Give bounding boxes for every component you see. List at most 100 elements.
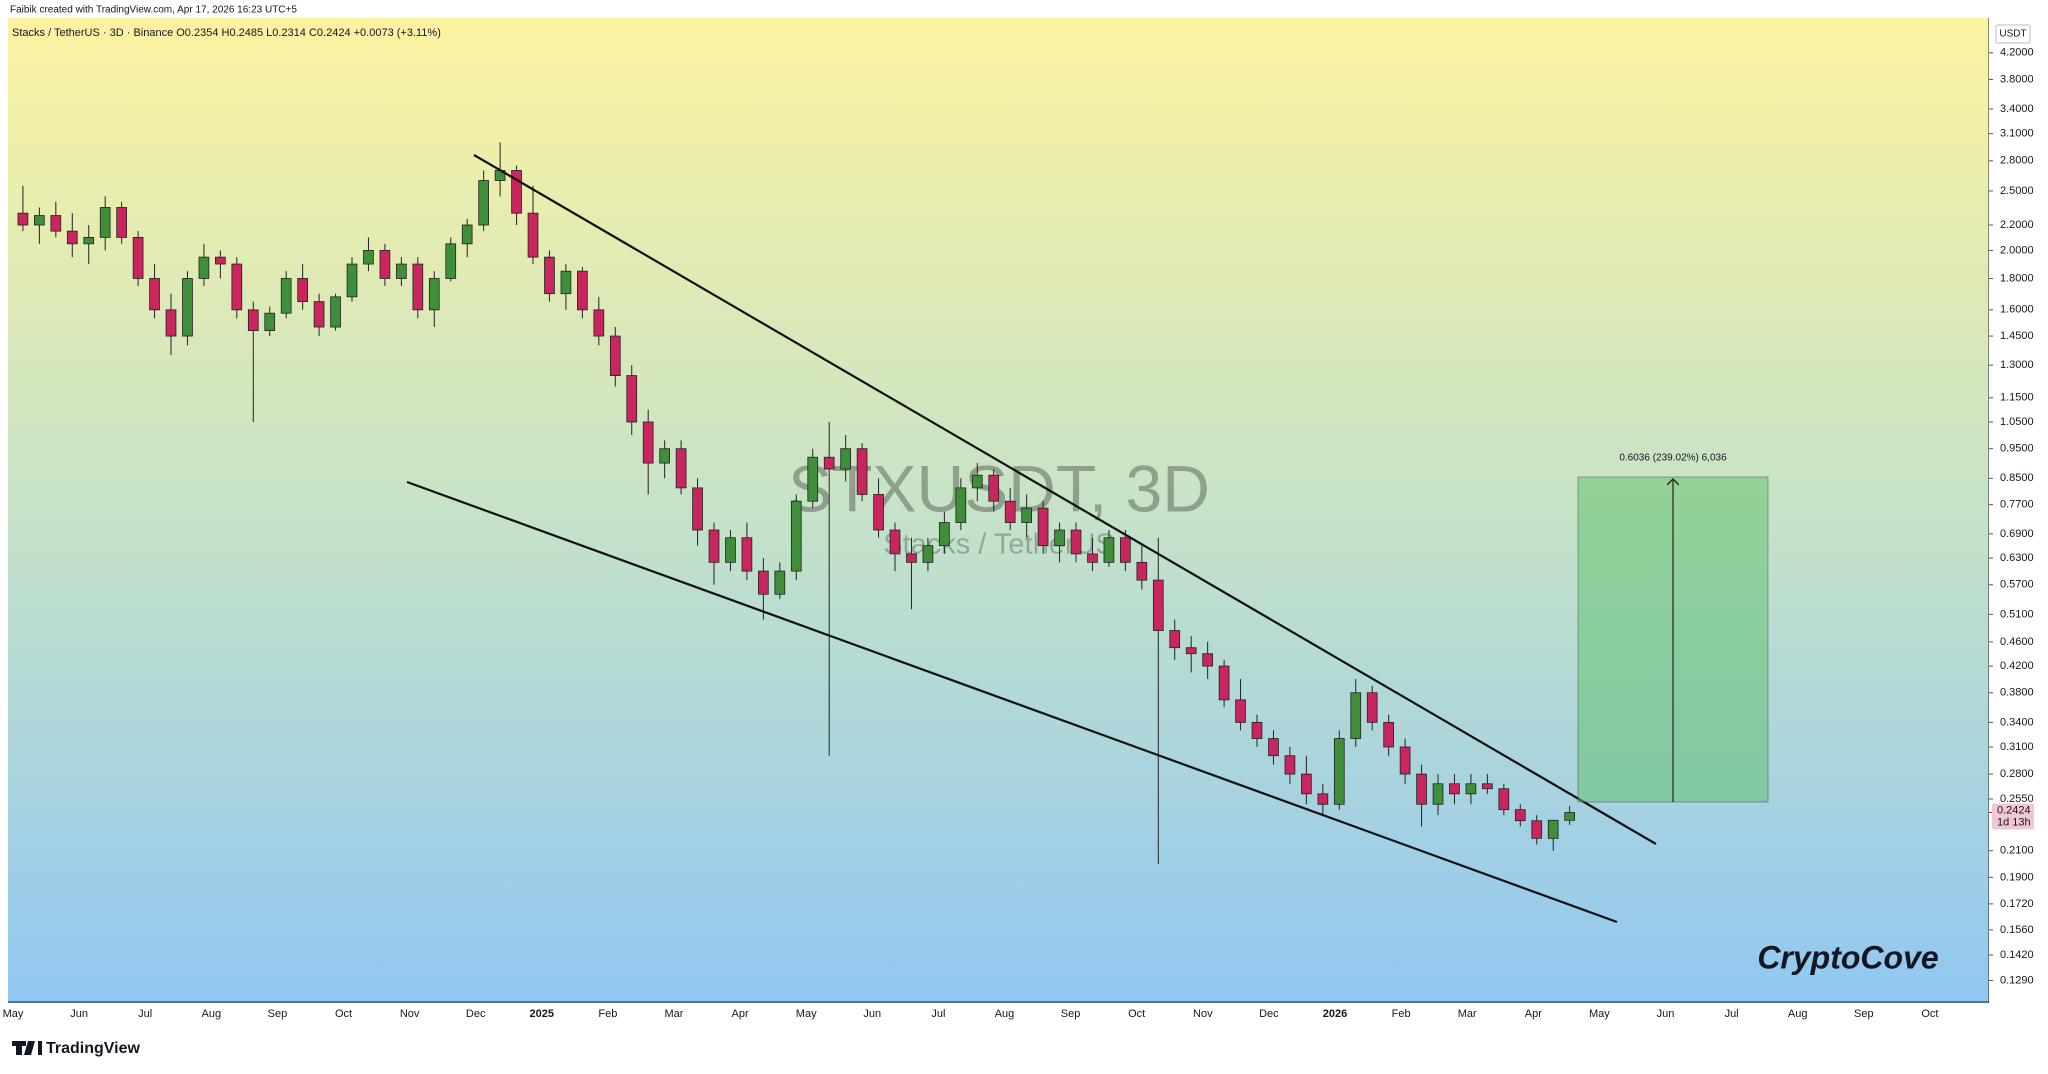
x-tick-label: May — [3, 1008, 24, 1020]
candle-body — [461, 224, 473, 245]
y-tick-label: 3.1000 — [2000, 128, 2034, 140]
candle-body — [626, 375, 638, 423]
y-tick-label: 1.6000 — [2000, 304, 2034, 316]
candle-body — [725, 537, 736, 563]
signature: CryptoCove — [1757, 939, 1938, 975]
candle-body — [609, 335, 621, 376]
candle-body — [34, 215, 45, 226]
candle-body — [445, 243, 457, 279]
x-tick-label: Jul — [931, 1008, 945, 1020]
x-tick-label: Dec — [466, 1008, 486, 1020]
candle-body — [99, 207, 111, 238]
candle-body — [1185, 647, 1197, 655]
candle-body — [1416, 773, 1427, 805]
axes: 4.2000 3.8000 3.4000 3.1000 2.8000 2.5000 2.20… — [3, 47, 2034, 1020]
y-tick-label: 2.5000 — [2000, 185, 2034, 197]
x-tick-label: Apr — [1525, 1008, 1542, 1020]
candle-body — [83, 237, 95, 245]
y-tick-label: 0.3800 — [2000, 687, 2034, 699]
candle-body — [297, 278, 308, 303]
x-tick-label: May — [796, 1008, 817, 1020]
candle-body — [165, 309, 177, 337]
candle-body — [1152, 579, 1164, 631]
candle-body — [1218, 665, 1230, 701]
candle-body — [1235, 699, 1246, 723]
candle-body — [1317, 793, 1329, 805]
x-tick-label: Oct — [335, 1008, 352, 1020]
candle-body — [758, 570, 769, 595]
y-tick-label: 1.8000 — [2000, 272, 2034, 284]
x-tick-label: Sep — [1854, 1008, 1874, 1020]
price-axis — [1989, 18, 2040, 1025]
candle-body — [544, 256, 555, 295]
y-tick-label: 1.0500 — [2000, 416, 2034, 428]
candle-body — [823, 456, 835, 470]
y-tick-label: 0.2100 — [2000, 845, 2034, 857]
candle-body — [659, 448, 670, 464]
y-tick-label: 0.1290 — [2000, 974, 2034, 986]
y-tick-label: 0.6900 — [2000, 528, 2034, 540]
x-tick-label: Feb — [1392, 1008, 1411, 1020]
y-tick-label: 0.6300 — [2000, 552, 2034, 564]
y-tick-label: 0.1720 — [2000, 898, 2034, 910]
x-tick-label: Nov — [400, 1008, 420, 1020]
candle-body — [577, 270, 588, 311]
candle-body — [66, 230, 78, 245]
x-tick-label: Aug — [995, 1008, 1015, 1020]
candle-body — [182, 278, 193, 337]
y-tick-label: 1.4500 — [2000, 330, 2034, 342]
x-tick-label: Oct — [1128, 1008, 1145, 1020]
y-tick-label: 0.1420 — [2000, 949, 2034, 961]
candle-body — [1021, 507, 1032, 523]
candle-body — [1514, 809, 1526, 822]
candle-body — [1054, 529, 1065, 547]
y-tick-label: 0.1900 — [2000, 871, 2034, 883]
lower-trendline — [406, 480, 1618, 924]
candle-body — [1103, 537, 1115, 563]
time-axis — [8, 1003, 1989, 1025]
brand: TradingView — [46, 1040, 141, 1057]
y-tick-label: 0.7700 — [2000, 499, 2034, 511]
candle-body — [1465, 783, 1477, 795]
candle-body — [922, 545, 934, 563]
candle-body — [856, 448, 868, 495]
candle-body — [1366, 692, 1378, 723]
x-tick-label: Dec — [1259, 1008, 1279, 1020]
y-tick-label: 3.4000 — [2000, 103, 2034, 115]
y-tick-label: 0.3100 — [2000, 741, 2034, 753]
candle-body — [906, 553, 917, 563]
candle-body — [1531, 820, 1543, 839]
candle-body — [1564, 812, 1575, 821]
candle-body — [116, 207, 127, 238]
candle-body — [1432, 783, 1444, 805]
candle-body — [313, 301, 325, 328]
candle-body — [1333, 738, 1345, 805]
candle-body — [1301, 773, 1312, 795]
candle-body — [1004, 500, 1016, 523]
candle-body — [1268, 738, 1279, 757]
x-tick-label: Feb — [598, 1008, 617, 1020]
candle-body — [1547, 819, 1559, 839]
y-tick-label: 1.1500 — [2000, 392, 2034, 404]
y-tick-label: 0.4200 — [2000, 660, 2034, 672]
candle-body — [412, 263, 424, 311]
candle-body — [1202, 653, 1213, 667]
candle-body — [264, 312, 276, 331]
y-tick-label: 1.3000 — [2000, 359, 2034, 371]
candle-body — [346, 263, 358, 298]
candle-body — [708, 529, 720, 563]
candle-body — [149, 278, 160, 311]
currency: USDT — [1999, 29, 2026, 40]
y-tick-label: 0.5700 — [2000, 579, 2034, 591]
candle-body — [330, 296, 341, 328]
x-tick-label: Apr — [732, 1008, 749, 1020]
x-tick-label: Jul — [138, 1008, 152, 1020]
candle-body — [955, 487, 967, 523]
candle-body — [675, 448, 687, 489]
candle-body — [363, 249, 374, 265]
x-tick-label: Mar — [665, 1008, 684, 1020]
x-tick-label: Jun — [1657, 1008, 1675, 1020]
x-tick-label: Sep — [1061, 1008, 1081, 1020]
candle-body — [1383, 721, 1394, 748]
